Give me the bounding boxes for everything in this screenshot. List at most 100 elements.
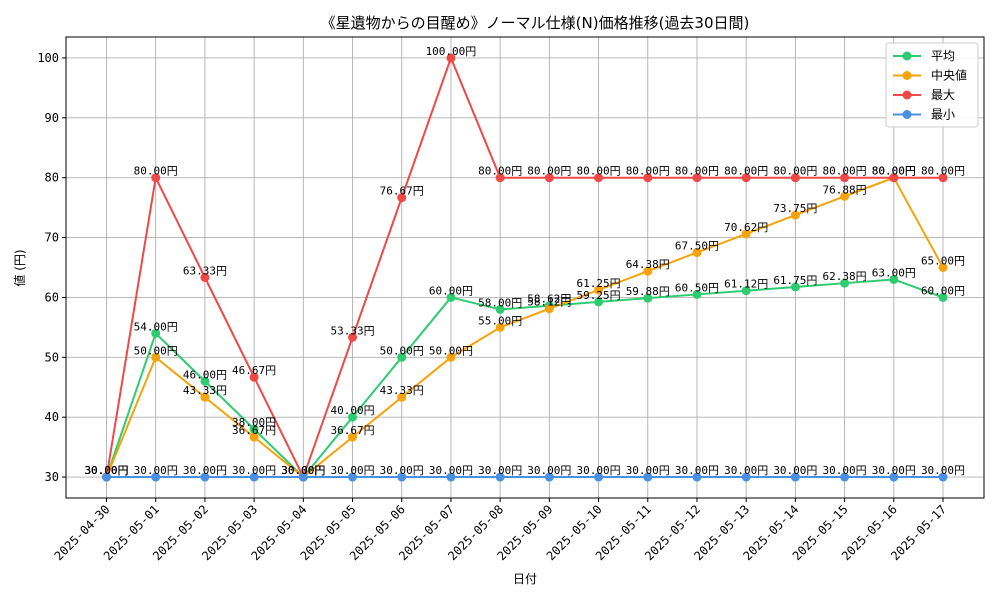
series-line [105, 278, 944, 479]
data-point [446, 53, 456, 63]
data-point [692, 472, 702, 482]
data-label: 30.00円 [232, 464, 276, 477]
data-label: 43.33円 [183, 384, 227, 397]
data-point [790, 210, 800, 220]
data-label: 36.67円 [330, 424, 374, 437]
data-point [397, 193, 407, 203]
data-label: 30.00円 [773, 464, 817, 477]
data-label: 50.00円 [380, 344, 424, 357]
data-label: 30.00円 [84, 464, 128, 477]
data-point [397, 392, 407, 402]
data-point [643, 173, 653, 183]
data-point [594, 297, 604, 307]
data-label: 46.67円 [232, 364, 276, 377]
data-label: 30.00円 [84, 464, 128, 477]
data-point [544, 173, 554, 183]
data-point [151, 352, 161, 362]
data-point [938, 292, 948, 302]
data-label: 46.00円 [183, 368, 227, 381]
data-point [889, 472, 899, 482]
data-label: 80.00円 [773, 165, 817, 178]
data-point [495, 322, 505, 332]
data-point [200, 272, 210, 282]
series-0 [102, 274, 948, 482]
data-label: 38.00円 [232, 416, 276, 429]
data-point [348, 472, 358, 482]
x-axis-ticks: 2025-04-302025-05-012025-05-022025-05-03… [52, 498, 949, 563]
data-label: 80.00円 [626, 165, 670, 178]
data-point [495, 472, 505, 482]
data-label: 40.00円 [330, 404, 374, 417]
data-point [938, 472, 948, 482]
data-label: 53.33円 [330, 324, 374, 337]
series-line [105, 176, 944, 479]
y-tick-label: 30 [45, 470, 59, 484]
data-label: 30.00円 [281, 464, 325, 477]
data-label: 30.00円 [576, 464, 620, 477]
data-label: 80.00円 [872, 165, 916, 178]
data-point [840, 173, 850, 183]
data-label: 50.00円 [134, 344, 178, 357]
data-point [741, 472, 751, 482]
data-label: 100.00円 [426, 45, 477, 58]
data-label: 61.25円 [576, 277, 620, 290]
data-point [348, 412, 358, 422]
data-point [397, 472, 407, 482]
data-label: 43.33円 [380, 384, 424, 397]
legend-swatch-marker [902, 90, 912, 100]
legend-swatch-marker [902, 51, 912, 61]
data-label: 30.00円 [84, 464, 128, 477]
data-point [298, 472, 308, 482]
data-point [692, 248, 702, 258]
data-point [790, 282, 800, 292]
data-point [544, 472, 554, 482]
data-label: 59.88円 [626, 285, 670, 298]
data-point [594, 472, 604, 482]
data-label: 80.00円 [921, 165, 965, 178]
data-point [348, 432, 358, 442]
y-tick-label: 80 [45, 171, 59, 185]
data-label: 50.00円 [429, 344, 473, 357]
data-label: 76.67円 [380, 185, 424, 198]
data-point [741, 286, 751, 296]
data-point [151, 472, 161, 482]
y-axis-ticks: 30 40 50 60 70 80 90 100 [37, 51, 66, 484]
data-label: 76.88円 [823, 183, 867, 196]
legend-swatch-marker [902, 71, 912, 80]
data-point [151, 173, 161, 183]
data-label: 65.00円 [921, 255, 965, 268]
series-1 [102, 173, 948, 482]
data-point [495, 304, 505, 314]
data-label: 61.12円 [724, 278, 768, 291]
data-label: 80.00円 [675, 165, 719, 178]
data-point [840, 472, 850, 482]
data-point [643, 266, 653, 276]
data-label: 30.00円 [380, 464, 424, 477]
data-label: 80.00円 [478, 165, 522, 178]
y-tick-label: 90 [45, 111, 59, 125]
data-label: 30.00円 [281, 464, 325, 477]
data-point [446, 292, 456, 302]
y-tick-label: 40 [45, 410, 59, 424]
data-point [249, 472, 259, 482]
data-point [790, 173, 800, 183]
chart-title: 《星遺物からの目醒め》ノーマル仕様(N)価格推移(過去30日間) [321, 14, 750, 32]
data-label: 30.00円 [183, 464, 227, 477]
data-point [790, 472, 800, 482]
data-point [495, 173, 505, 183]
legend-box [885, 42, 979, 128]
y-tick-label: 60 [45, 290, 59, 304]
data-label: 60.00円 [429, 284, 473, 297]
data-label: 63.00円 [872, 266, 916, 279]
data-point [889, 173, 899, 183]
data-label: 30.00円 [429, 464, 473, 477]
data-label: 30.00円 [626, 464, 670, 477]
data-point [200, 392, 210, 402]
data-label: 36.67円 [232, 424, 276, 437]
legend-label: 最大 [931, 88, 955, 102]
data-point [643, 293, 653, 303]
data-label: 80.00円 [823, 165, 867, 178]
data-label: 80.00円 [872, 165, 916, 178]
